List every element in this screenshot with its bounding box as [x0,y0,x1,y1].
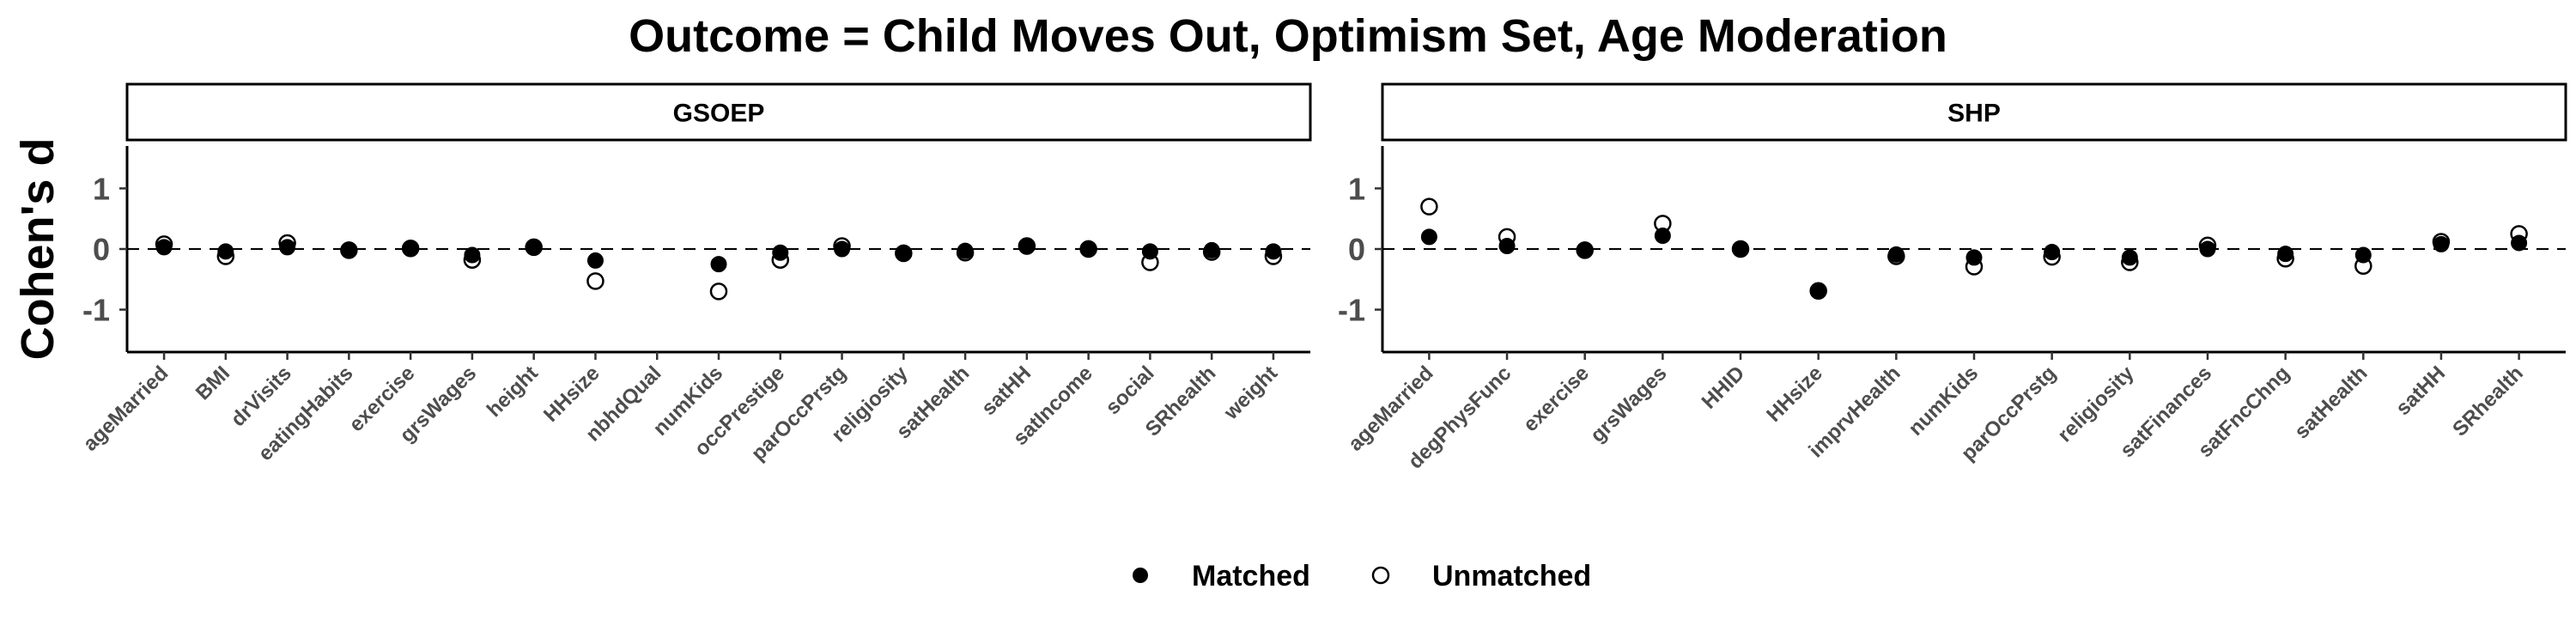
y-tick-label-gsoep: 1 [93,171,110,206]
point-matched-gsoep [340,241,357,258]
point-matched-gsoep [217,243,234,260]
point-matched-gsoep [1265,243,1282,260]
x-tick-label-gsoep: social [1101,361,1158,419]
point-unmatched-gsoep [586,272,605,290]
point-matched-shp [1498,237,1516,254]
panel-label-shp: SHP [1947,100,2001,128]
point-matched-gsoep [1141,243,1158,260]
x-tick-label-gsoep: ageMarried [79,361,173,456]
legend-label-matched: Matched [1192,560,1310,592]
point-matched-shp [2433,235,2450,252]
x-tick-label-gsoep: weight [1219,361,1283,425]
point-matched-gsoep [464,246,481,264]
point-matched-shp [2044,244,2061,261]
legend-marker-matched [1133,568,1148,583]
x-tick-label-shp: SRhealth [2448,361,2528,441]
point-matched-gsoep [155,239,173,256]
point-matched-shp [2121,249,2138,266]
y-tick-label-gsoep: -1 [82,293,110,328]
point-matched-shp [1420,228,1437,246]
y-tick-label-gsoep: 0 [93,232,110,267]
point-matched-gsoep [402,240,419,257]
point-matched-gsoep [957,242,974,259]
x-tick-label-gsoep: satHH [977,361,1036,420]
y-tick-label-shp: 1 [1348,171,1365,206]
point-matched-shp [2511,234,2528,252]
x-tick-label-shp: grsWages [1586,361,1672,447]
x-tick-label-gsoep: height [483,361,543,422]
point-matched-shp [2199,240,2216,258]
point-matched-shp [1577,241,1594,258]
point-matched-gsoep [279,239,296,256]
x-tick-label-shp: satHH [2391,361,2450,420]
y-tick-label-shp: -1 [1338,293,1365,328]
x-tick-label-gsoep: BMI [191,361,234,404]
x-tick-label-shp: satHealth [2290,361,2372,443]
point-matched-shp [1810,283,1827,300]
point-matched-shp [1732,240,1749,258]
point-matched-gsoep [586,252,604,269]
legend: Matched Unmatched [1133,560,1591,592]
point-matched-gsoep [772,244,789,261]
point-matched-gsoep [710,256,727,273]
x-tick-label-shp: exercise [1519,361,1594,436]
panel-strip-shp [1381,82,2567,142]
point-matched-gsoep [834,240,851,258]
y-axis-label: Cohen's d [12,138,64,361]
x-tick-label-shp: HHsize [1762,361,1827,427]
point-unmatched-gsoep [709,283,728,301]
x-tick-label-shp: HHID [1698,361,1750,414]
y-tick-label-shp: 0 [1348,232,1365,267]
point-matched-gsoep [1203,241,1220,258]
point-matched-shp [1654,227,1671,244]
point-unmatched-shp [1420,197,1438,216]
chart-title: Outcome = Child Moves Out, Optimism Set,… [629,10,1947,62]
point-matched-shp [1887,246,1905,263]
point-matched-gsoep [526,239,543,256]
panel-strip-gsoep [125,82,1312,142]
panel-label-gsoep: GSOEP [673,100,765,128]
point-matched-shp [2277,246,2294,263]
point-matched-shp [1965,249,1983,266]
legend-marker-unmatched [1371,566,1390,585]
x-tick-label-shp: numKids [1905,361,1984,440]
point-matched-gsoep [1080,240,1097,257]
x-tick-label-shp: religiosity [2053,361,2139,447]
legend-label-unmatched: Unmatched [1432,560,1591,592]
point-matched-gsoep [1018,238,1036,255]
point-matched-shp [2354,246,2372,264]
point-matched-gsoep [895,244,912,261]
